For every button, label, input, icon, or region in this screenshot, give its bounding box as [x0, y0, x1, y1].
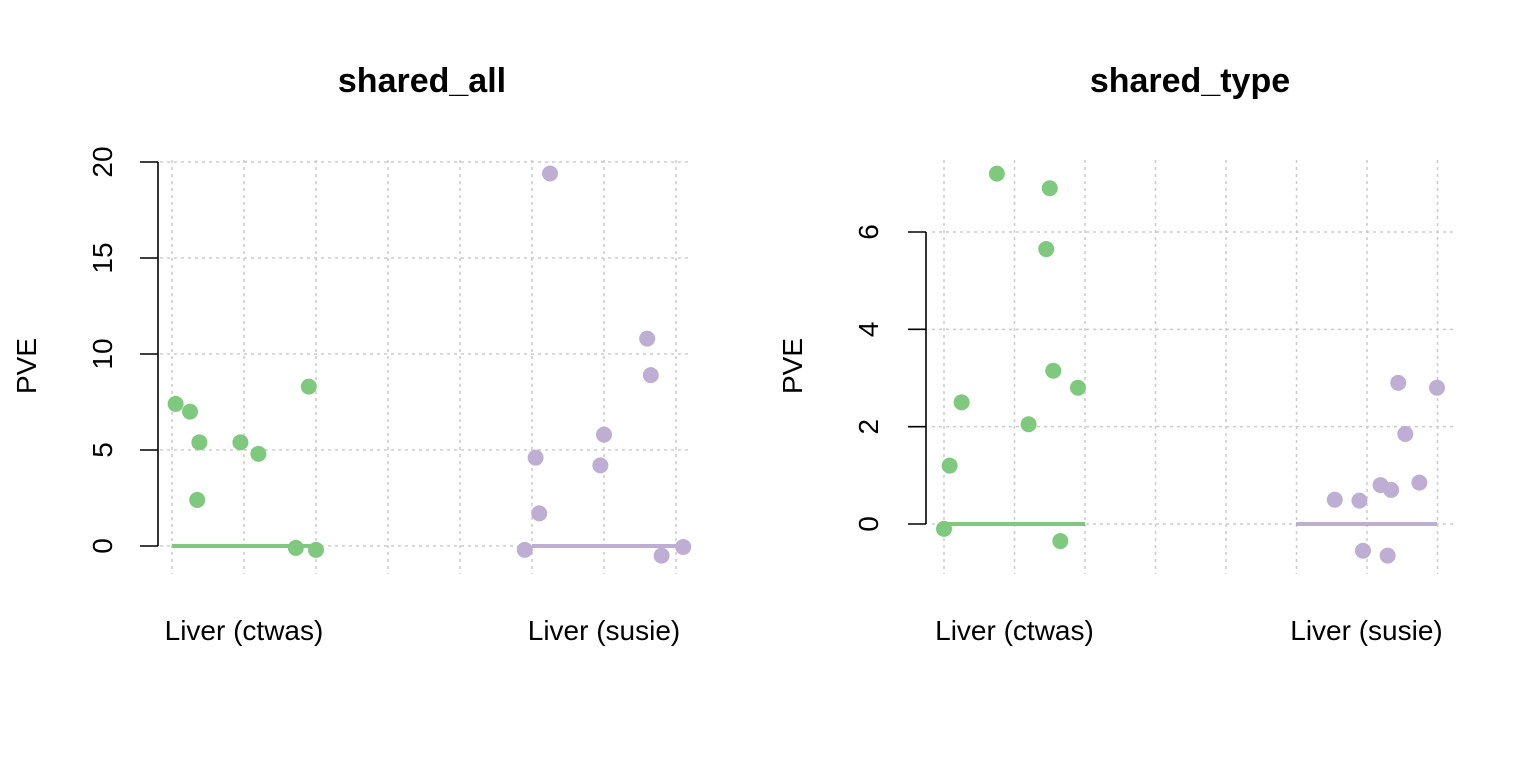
data-point — [300, 378, 317, 395]
category-label: Liver (susie) — [528, 615, 680, 646]
data-point — [1397, 425, 1414, 442]
y-tick-label: 20 — [87, 146, 118, 177]
data-point — [1052, 533, 1069, 550]
data-point — [527, 449, 544, 466]
category-label: Liver (ctwas) — [935, 615, 1094, 646]
data-point — [1390, 374, 1407, 391]
category-label: Liver (susie) — [1290, 615, 1442, 646]
data-point — [1069, 379, 1086, 396]
chart-title: shared_type — [1090, 62, 1290, 100]
grid — [160, 160, 688, 574]
panel-shared-type: 0 2 4 6 shared_type PVE Liver (ctwas) Liver… — [777, 62, 1456, 646]
data-point — [1429, 379, 1445, 396]
data-point — [1351, 492, 1368, 509]
data-point — [1354, 542, 1371, 559]
data-point — [531, 505, 548, 522]
points — [936, 165, 1445, 564]
y-tick-label: 0 — [87, 538, 118, 554]
data-point — [189, 491, 206, 508]
y-tick-label: 2 — [853, 419, 884, 435]
data-point — [639, 330, 656, 347]
data-point — [592, 457, 609, 474]
data-point — [1383, 481, 1400, 498]
y-tick-label: 15 — [87, 242, 118, 273]
data-point — [988, 165, 1005, 182]
points — [167, 165, 692, 564]
data-point — [1041, 180, 1058, 197]
data-point — [596, 426, 612, 443]
data-point — [1045, 362, 1062, 379]
y-tick-label: 10 — [87, 338, 118, 369]
y-tick-label: 5 — [87, 442, 118, 458]
y-tick-label: 4 — [853, 322, 884, 338]
data-point — [653, 547, 670, 564]
panel-shared-all: 0 5 10 15 20 shared_all PVE Liver (ctwas) Li… — [11, 62, 692, 646]
data-point — [675, 538, 692, 555]
data-point — [1411, 474, 1428, 491]
data-point — [167, 395, 184, 412]
data-point — [191, 434, 208, 451]
data-point — [308, 541, 324, 558]
grid — [932, 160, 1456, 574]
y-ticks: 0 2 4 6 — [853, 224, 926, 532]
category-label: Liver (ctwas) — [165, 615, 324, 646]
data-point — [1379, 547, 1396, 564]
data-point — [516, 541, 533, 558]
y-axis-label: PVE — [777, 338, 808, 394]
data-point — [542, 165, 558, 182]
data-point — [287, 539, 304, 556]
y-axis-label: PVE — [11, 338, 42, 394]
y-tick-label: 6 — [853, 224, 884, 240]
data-point — [936, 520, 952, 537]
data-point — [1038, 241, 1055, 258]
data-point — [1326, 491, 1343, 508]
chart-title: shared_all — [338, 62, 506, 100]
data-point — [182, 403, 198, 420]
data-point — [941, 457, 958, 474]
data-point — [953, 394, 970, 411]
y-ticks: 0 5 10 15 20 — [87, 146, 158, 554]
data-point — [642, 367, 659, 384]
data-point — [232, 434, 249, 451]
data-point — [1020, 416, 1037, 433]
data-point — [250, 445, 267, 462]
y-tick-label: 0 — [853, 516, 884, 532]
